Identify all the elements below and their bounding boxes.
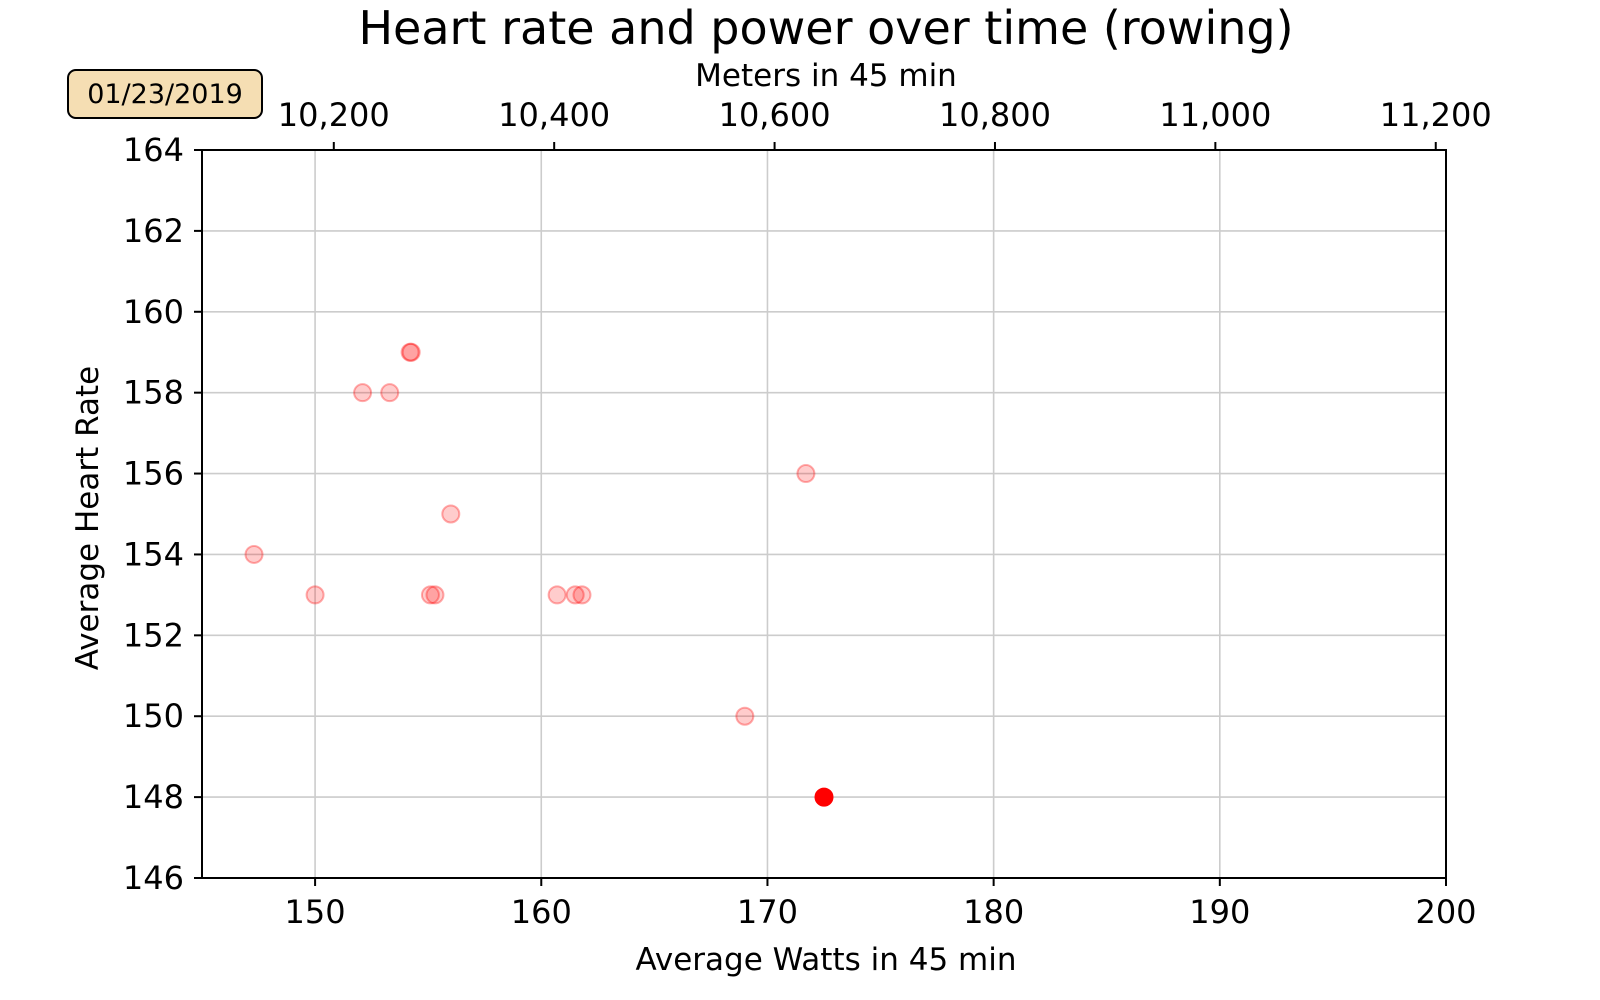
top-x-tick-label: 11,000 — [1159, 96, 1271, 134]
y-tick-label: 148 — [123, 778, 184, 816]
top-x-tick-label: 10,600 — [719, 96, 831, 134]
scatter-point — [735, 706, 755, 726]
x-tick-label: 190 — [1189, 893, 1250, 931]
y-tick-label: 146 — [123, 859, 184, 897]
scatter-point — [441, 504, 461, 524]
scatter-point — [425, 585, 445, 605]
scatter-point — [380, 383, 400, 403]
x-axis-label: Average Watts in 45 min — [635, 942, 1016, 978]
scatter-point — [305, 585, 325, 605]
axes-layer: 150 160 170 180 190 200 146 148 150 152 154 156 158 1… — [123, 96, 1492, 931]
top-x-tick-label: 10,800 — [939, 96, 1051, 134]
scatter-point — [565, 585, 585, 605]
top-x-axis-label: Meters in 45 min — [695, 58, 957, 94]
highlighted-point — [814, 787, 834, 807]
date-badge-box — [67, 69, 263, 119]
top-x-tick-label: 10,200 — [278, 96, 390, 134]
y-tick-label: 154 — [123, 535, 184, 573]
y-tick-label: 158 — [123, 374, 184, 412]
x-tick-label: 200 — [1415, 893, 1476, 931]
y-tick-label: 164 — [123, 131, 184, 169]
date-badge-text: 01/23/2019 — [87, 79, 243, 110]
y-tick-label: 156 — [123, 455, 184, 493]
points-layer — [244, 342, 834, 807]
x-tick-label: 170 — [737, 893, 798, 931]
y-tick-label: 152 — [123, 616, 184, 654]
chart-title: Heart rate and power over time (rowing) — [358, 1, 1293, 55]
y-axis-label: Average Heart Rate — [70, 366, 106, 670]
y-tick-label: 160 — [123, 293, 184, 331]
scatter-point — [244, 544, 264, 564]
date-badge: 01/23/2019 — [67, 69, 263, 119]
y-tick-label: 162 — [123, 212, 184, 250]
scatter-point — [400, 342, 420, 362]
top-x-tick-label: 10,400 — [498, 96, 610, 134]
x-tick-label: 150 — [285, 893, 346, 931]
grid-layer — [202, 149, 1447, 879]
x-tick-label: 180 — [963, 893, 1024, 931]
scatter-point — [353, 383, 373, 403]
x-tick-label: 160 — [511, 893, 572, 931]
top-x-tick-label: 11,200 — [1380, 96, 1492, 134]
scatter-point — [796, 464, 816, 484]
scatter-point — [547, 585, 567, 605]
scatter-point — [420, 585, 440, 605]
scatter-point — [572, 585, 592, 605]
y-tick-label: 150 — [123, 697, 184, 735]
scatter-point — [401, 342, 421, 362]
plot-frame — [201, 149, 1447, 879]
